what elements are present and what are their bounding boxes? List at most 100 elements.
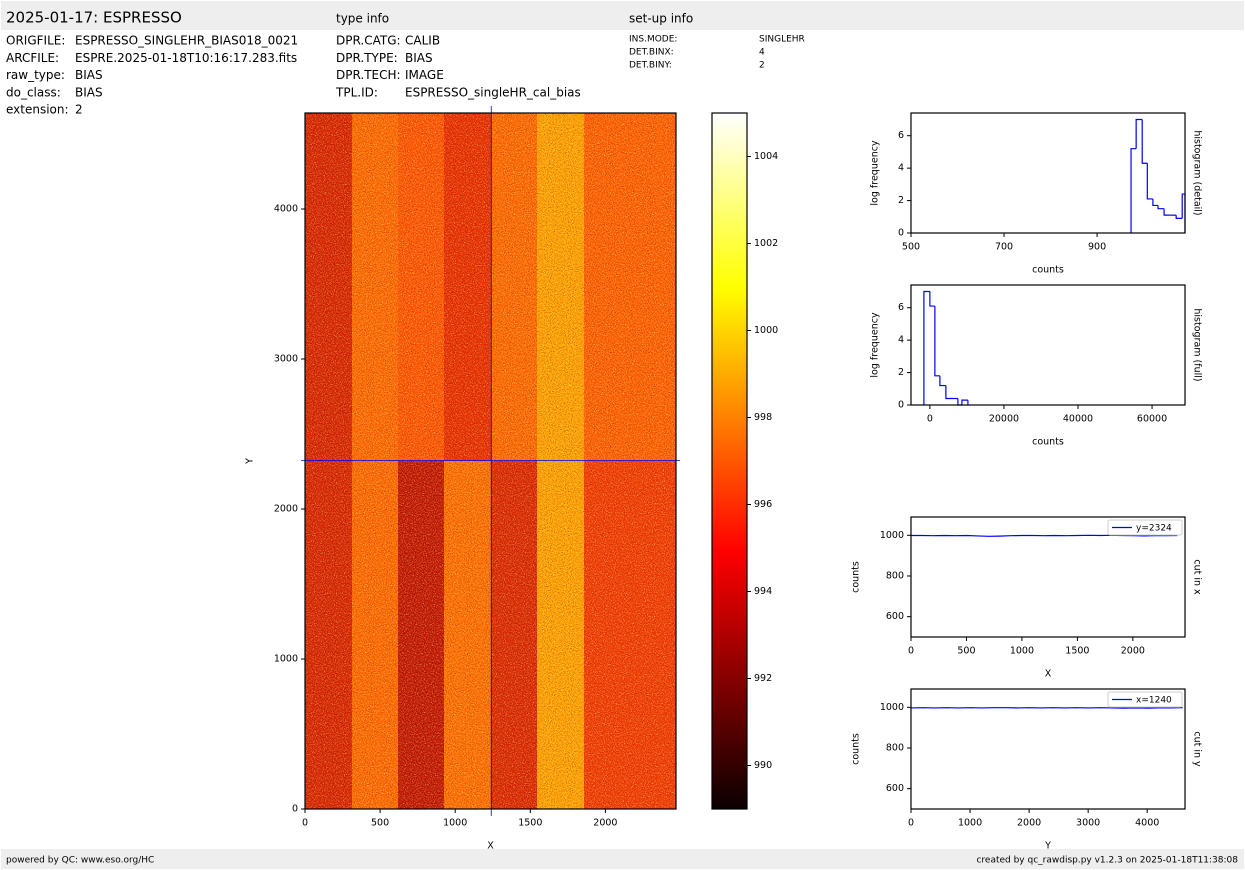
x-axis-label: X xyxy=(487,841,494,852)
y-tick-label: 800 xyxy=(886,570,904,581)
histogram-step xyxy=(945,385,958,400)
x-axis-label: counts xyxy=(1032,437,1064,448)
axes-frame xyxy=(910,284,1186,406)
histogram-step xyxy=(939,375,946,387)
info-value: SINGLEHR xyxy=(759,35,805,45)
x-tick-label: 1000 xyxy=(443,818,467,829)
y-tick-label: 3000 xyxy=(274,354,298,365)
x-axis-label: counts xyxy=(1032,265,1064,276)
axes-frame xyxy=(711,112,748,810)
axes-frame xyxy=(304,112,677,810)
y-axis-label: Y xyxy=(245,458,256,465)
x-tick-label: 500 xyxy=(957,646,975,657)
y-tick-label: 600 xyxy=(886,783,904,794)
y-tick-label: 1004 xyxy=(754,151,778,162)
legend-label: y=2324 xyxy=(1136,524,1172,534)
axes-frame xyxy=(910,112,1186,234)
x-tick-label: 20000 xyxy=(989,414,1019,425)
y-tick-label: 1000 xyxy=(754,325,778,336)
x-tick-label: 2000 xyxy=(1121,646,1145,657)
histogram-step xyxy=(961,399,968,405)
info-key: DPR.TECH: xyxy=(336,68,401,82)
y-tick-label: 2 xyxy=(898,195,904,206)
legend-label: x=1240 xyxy=(1136,696,1172,706)
x-tick-label: 0 xyxy=(302,818,308,829)
y-tick-label: 600 xyxy=(886,611,904,622)
side-label: cut in x xyxy=(1192,559,1203,595)
image-pixels xyxy=(305,113,676,809)
info-value: ESPRE.2025-01-18T10:16:17.283.fits xyxy=(75,51,297,65)
info-key: extension: xyxy=(6,103,69,117)
x-tick-label: 1500 xyxy=(518,818,542,829)
footer-right: created by qc_rawdisp.py v1.2.3 on 2025-… xyxy=(976,856,1238,866)
legend-box xyxy=(1107,519,1183,536)
cut-line xyxy=(911,534,1178,537)
x-tick-label: 4000 xyxy=(1135,818,1159,829)
histogram-step xyxy=(923,290,930,405)
x-tick-label: 0 xyxy=(908,818,914,829)
y-tick-label: 4000 xyxy=(274,204,298,215)
info-value: BIAS xyxy=(75,85,103,99)
x-tick-label: 0 xyxy=(927,414,933,425)
footer-left: powered by QC: www.eso.org/HC xyxy=(6,856,154,866)
y-tick-label: 1000 xyxy=(880,530,904,541)
x-tick-label: 700 xyxy=(995,242,1013,253)
info-value: BIAS xyxy=(75,68,103,82)
x-axis-label: Y xyxy=(1044,841,1051,852)
y-axis-label: counts xyxy=(851,561,862,593)
y-tick-label: 0 xyxy=(898,228,904,239)
histogram-step xyxy=(1130,148,1137,233)
info-key: INS.MODE: xyxy=(629,35,677,45)
info-value: IMAGE xyxy=(405,68,444,82)
x-tick-label: 3000 xyxy=(1076,818,1100,829)
footer-bar xyxy=(1,849,1244,869)
y-tick-label: 2 xyxy=(898,367,904,378)
info-value: 4 xyxy=(759,48,765,58)
x-tick-label: 0 xyxy=(908,646,914,657)
info-key: DET.BINY: xyxy=(629,61,672,71)
histogram-step xyxy=(934,306,940,377)
info-key: ARCFILE: xyxy=(6,51,59,65)
y-tick-label: 2000 xyxy=(274,504,298,515)
y-tick-label: 6 xyxy=(898,302,904,313)
info-key: DPR.TYPE: xyxy=(336,51,398,65)
y-axis-label: log frequency xyxy=(870,312,881,378)
y-axis-label: log frequency xyxy=(870,140,881,206)
axes-frame xyxy=(910,516,1186,638)
page-title: 2025-01-17: ESPRESSO xyxy=(6,9,182,27)
histogram-step xyxy=(1146,163,1153,200)
histogram-step xyxy=(1152,198,1159,207)
y-tick-label: 994 xyxy=(754,586,772,597)
x-tick-label: 60000 xyxy=(1137,414,1167,425)
x-tick-label: 500 xyxy=(902,242,920,253)
y-tick-label: 990 xyxy=(754,760,772,771)
histogram-step xyxy=(929,291,935,307)
x-tick-label: 1000 xyxy=(1010,646,1034,657)
x-tick-label: 1500 xyxy=(1065,646,1089,657)
info-key: ORIGFILE: xyxy=(6,34,65,48)
setup-info-title: set-up info xyxy=(629,12,693,26)
y-tick-label: 0 xyxy=(292,804,298,815)
info-value: 2 xyxy=(75,103,83,117)
y-tick-label: 0 xyxy=(898,400,904,411)
y-tick-label: 4 xyxy=(898,335,904,346)
x-axis-label: X xyxy=(1045,669,1052,680)
y-axis-label: counts xyxy=(851,733,862,765)
y-tick-label: 1000 xyxy=(880,702,904,713)
info-key: DPR.CATG: xyxy=(336,34,401,48)
histogram-step xyxy=(1157,205,1165,210)
axes-frame xyxy=(910,688,1186,810)
histogram-step xyxy=(1181,193,1185,219)
y-tick-label: 1002 xyxy=(754,238,778,249)
header-bar xyxy=(1,1,1244,30)
legend-box xyxy=(1107,691,1183,708)
y-tick-label: 992 xyxy=(754,673,772,684)
x-tick-label: 500 xyxy=(371,818,389,829)
x-tick-label: 900 xyxy=(1088,242,1106,253)
side-label: histogram (full) xyxy=(1192,308,1203,381)
side-label: cut in y xyxy=(1192,731,1203,767)
histogram-step xyxy=(1135,118,1143,149)
x-tick-label: 2000 xyxy=(593,818,617,829)
info-value: 2 xyxy=(759,61,765,71)
